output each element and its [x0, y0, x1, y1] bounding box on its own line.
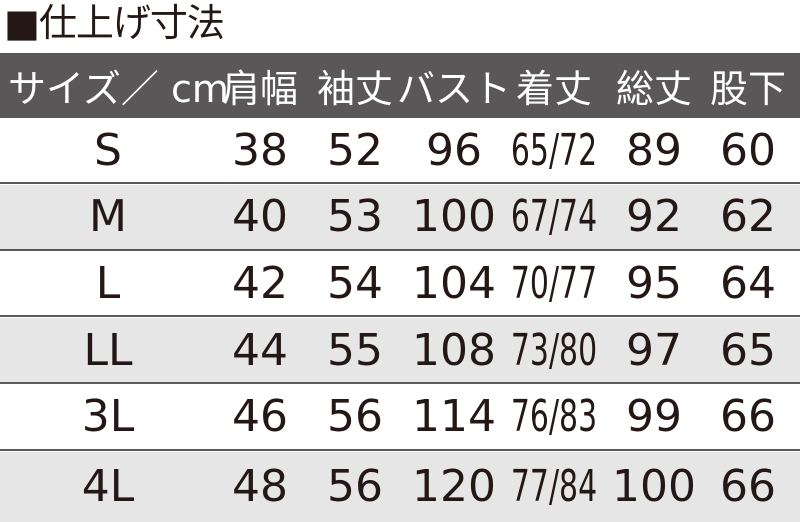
cell-bust: 120 — [412, 452, 496, 522]
cell-sleeve: 54 — [327, 251, 383, 315]
cell-length: 77/84 — [491, 452, 618, 522]
cell-value: 73/80 — [510, 324, 598, 376]
cell-value: 70/77 — [510, 257, 598, 309]
cell-value: 38 — [232, 124, 288, 176]
cell-bust: 114 — [412, 385, 496, 449]
cell-value: 99 — [626, 391, 682, 443]
table-row: S 38 52 96 65/72 89 60 — [0, 118, 800, 184]
header-size-unit: サイズ／ cm — [8, 67, 229, 111]
cell-value: 77/84 — [510, 461, 598, 512]
cell-shoulder: 44 — [232, 318, 288, 382]
cell-value: 96 — [426, 124, 482, 176]
cell-bust: 100 — [412, 185, 496, 249]
cell-length: 65/72 — [491, 118, 618, 182]
cell-shoulder: 48 — [232, 452, 288, 522]
cell-shoulder: 38 — [232, 118, 288, 182]
cell-total-length: 95 — [626, 251, 682, 315]
cell-sleeve: 52 — [327, 118, 383, 182]
cell-value: 4L — [81, 461, 135, 512]
cell-value: 46 — [232, 391, 288, 443]
cell-size: S — [94, 118, 122, 182]
cell-value: 65/72 — [510, 124, 598, 176]
cell-value: LL — [83, 324, 133, 376]
cell-value: 95 — [626, 257, 682, 309]
cell-inseam: 66 — [720, 452, 776, 522]
cell-length: 70/77 — [491, 251, 618, 315]
cell-shoulder: 40 — [232, 185, 288, 249]
cell-shoulder: 42 — [232, 251, 288, 315]
cell-sleeve: 53 — [327, 185, 383, 249]
cell-value: M — [89, 191, 127, 243]
cell-value: 42 — [232, 257, 288, 309]
cell-bust: 104 — [412, 251, 496, 315]
cell-sleeve: 56 — [327, 452, 383, 522]
cell-value: 100 — [412, 191, 496, 243]
header-sleeve: 袖丈 — [316, 67, 394, 111]
cell-inseam: 64 — [720, 251, 776, 315]
cell-value: 66 — [720, 461, 776, 512]
section-title: ■仕上げ寸法 — [4, 1, 225, 45]
header-total-length: 総丈 — [615, 67, 693, 111]
cell-value: 66 — [720, 391, 776, 443]
cell-size: L — [96, 251, 121, 315]
header-inseam: 股下 — [709, 67, 787, 111]
cell-length: 76/83 — [491, 385, 618, 449]
cell-inseam: 60 — [720, 118, 776, 182]
cell-sleeve: 56 — [327, 385, 383, 449]
cell-shoulder: 46 — [232, 385, 288, 449]
cell-value: 120 — [412, 461, 496, 512]
cell-value: 60 — [720, 124, 776, 176]
table-header: サイズ／ cm 肩幅 袖丈 バスト 着丈 総丈 股下 — [0, 53, 800, 118]
cell-value: 92 — [626, 191, 682, 243]
cell-value: 89 — [626, 124, 682, 176]
cell-value: 62 — [720, 191, 776, 243]
header-bust: バスト — [396, 67, 512, 111]
cell-size: LL — [83, 318, 132, 382]
cell-value: 3L — [81, 391, 135, 443]
cell-value: 54 — [327, 257, 383, 309]
header-shoulder: 肩幅 — [221, 67, 299, 111]
table-row: M 40 53 100 67/74 92 62 — [0, 184, 800, 251]
table-row: L 42 54 104 70/77 95 64 — [0, 251, 800, 318]
cell-total-length: 97 — [626, 318, 682, 382]
cell-total-length: 99 — [626, 385, 682, 449]
cell-value: S — [94, 124, 122, 176]
cell-bust: 108 — [412, 318, 496, 382]
cell-total-length: 89 — [626, 118, 682, 182]
cell-value: 67/74 — [510, 191, 598, 243]
cell-value: 104 — [412, 257, 496, 309]
cell-size: 3L — [82, 385, 135, 449]
header-length: 着丈 — [515, 67, 593, 111]
cell-value: 100 — [612, 461, 696, 512]
cell-inseam: 62 — [720, 185, 776, 249]
cell-inseam: 66 — [720, 385, 776, 449]
cell-value: L — [95, 257, 121, 309]
cell-total-length: 100 — [612, 452, 696, 522]
cell-value: 53 — [327, 191, 383, 243]
cell-value: 56 — [327, 461, 383, 512]
cell-bust: 96 — [426, 118, 482, 182]
table-row: 3L 46 56 114 76/83 99 66 — [0, 385, 800, 451]
cell-size: 4L — [82, 452, 135, 522]
cell-value: 76/83 — [510, 391, 598, 443]
cell-length: 67/74 — [491, 185, 618, 249]
cell-inseam: 65 — [720, 318, 776, 382]
cell-total-length: 92 — [626, 185, 682, 249]
cell-value: 97 — [626, 324, 682, 376]
table-row: LL 44 55 108 73/80 97 65 — [0, 318, 800, 385]
cell-value: 40 — [232, 191, 288, 243]
cell-length: 73/80 — [491, 318, 618, 382]
cell-size: M — [89, 185, 127, 249]
cell-value: 64 — [720, 257, 776, 309]
cell-value: 108 — [412, 324, 496, 376]
cell-value: 56 — [327, 391, 383, 443]
cell-value: 52 — [327, 124, 383, 176]
cell-sleeve: 55 — [327, 318, 383, 382]
cell-value: 44 — [232, 324, 288, 376]
cell-value: 65 — [720, 324, 776, 376]
cell-value: 48 — [232, 461, 288, 512]
cell-value: 114 — [412, 391, 496, 443]
cell-value: 55 — [327, 324, 383, 376]
table-row: 4L 48 56 120 77/84 100 66 — [0, 451, 800, 522]
